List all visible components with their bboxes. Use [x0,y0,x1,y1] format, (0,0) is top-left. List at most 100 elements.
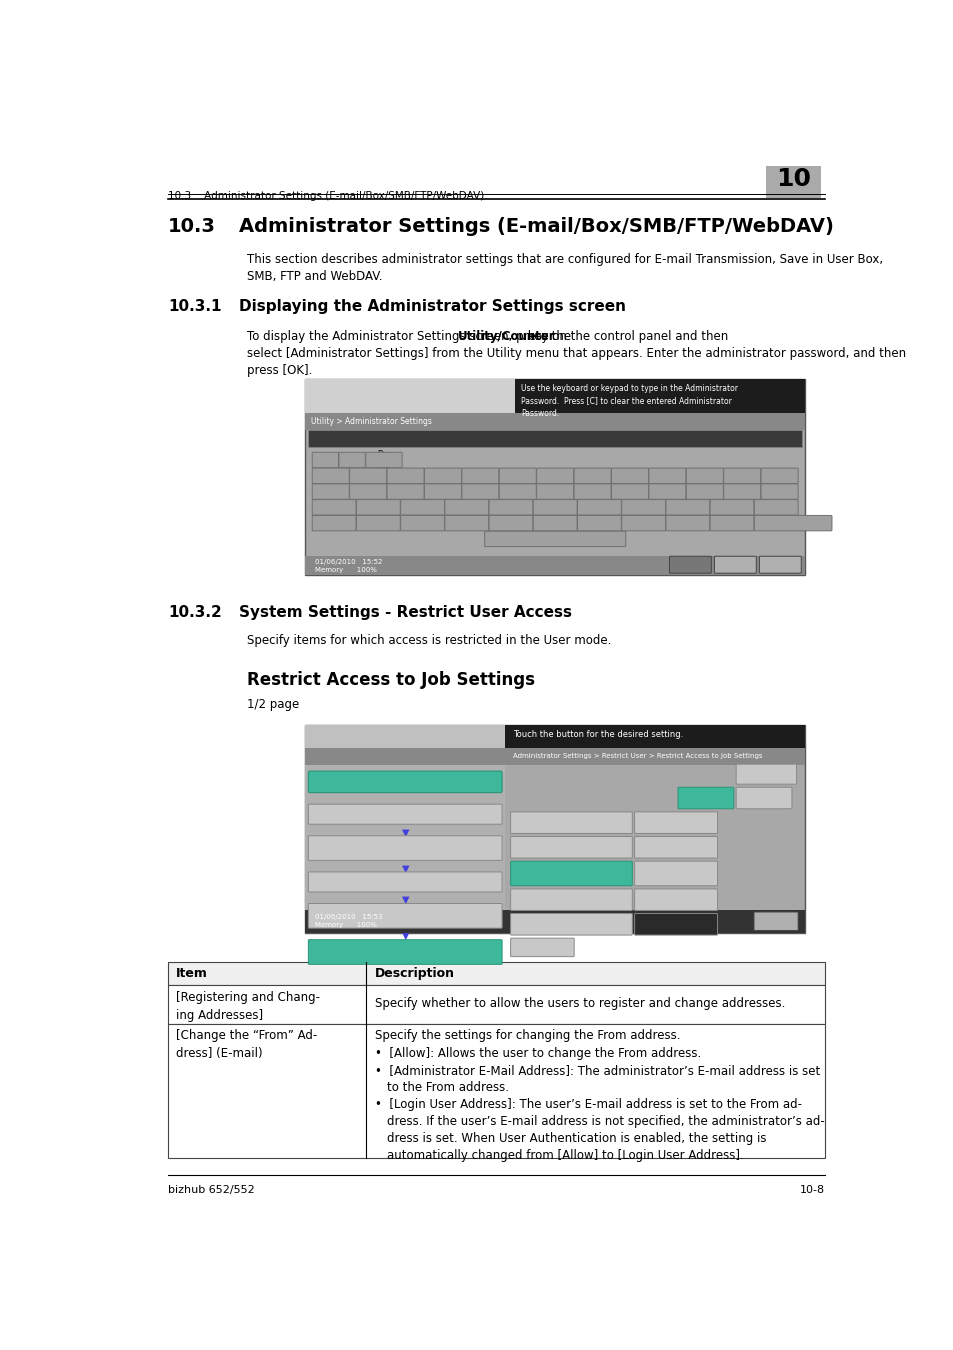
Text: to the From address.: to the From address. [386,1081,508,1095]
Text: Cancel: Cancel [722,562,746,568]
FancyBboxPatch shape [484,531,625,547]
Text: -: - [778,472,781,479]
Bar [305,910,804,933]
FancyBboxPatch shape [634,914,717,936]
FancyBboxPatch shape [510,888,632,910]
FancyBboxPatch shape [648,468,685,483]
Text: 1/2 page: 1/2 page [247,698,299,711]
Text: [: [ [702,489,705,495]
Text: key on the control panel and then: key on the control panel and then [523,329,727,343]
Text: x: x [375,520,380,526]
FancyBboxPatch shape [424,483,461,499]
Text: Job Setting: Job Setting [742,769,788,779]
Text: ]: ] [740,489,742,495]
Text: c: c [420,520,424,526]
Text: Specify whether to allow the users to register and change addresses.: Specify whether to allow the users to re… [375,998,784,1010]
FancyBboxPatch shape [665,500,709,516]
Text: 2: 2 [366,472,370,479]
FancyBboxPatch shape [669,556,711,574]
Text: To display the Administrator Settings screen, press the: To display the Administrator Settings sc… [247,329,575,343]
FancyBboxPatch shape [312,452,338,467]
Text: Allow: Allow [665,869,685,878]
Text: Restrict: Restrict [746,794,781,802]
FancyBboxPatch shape [510,811,632,833]
FancyBboxPatch shape [621,516,665,531]
Text: t: t [478,489,481,494]
Text: z: z [332,520,335,526]
Text: ▼: ▼ [401,895,409,905]
Text: j: j [598,505,599,510]
Bar [305,748,804,765]
FancyBboxPatch shape [611,483,648,499]
FancyBboxPatch shape [753,913,798,930]
Bar [305,725,505,748]
FancyBboxPatch shape [400,516,444,531]
Text: Enlarge
ON: Enlarge ON [677,558,703,571]
Text: r: r [441,489,444,494]
Text: ,: , [641,520,644,526]
Text: Change the "From" Address: Change the "From" Address [518,919,623,929]
FancyBboxPatch shape [754,500,798,516]
Text: [Registering and Chang-
ing Addresses]: [Registering and Chang- ing Addresses] [175,991,319,1022]
FancyBboxPatch shape [709,500,753,516]
Text: ': ' [775,505,777,510]
FancyBboxPatch shape [648,483,685,499]
FancyBboxPatch shape [400,500,444,516]
Text: 10: 10 [775,167,810,192]
Text: ;: ; [730,505,733,510]
Text: OK: OK [768,917,782,926]
Text: dress is set. When User Authentication is enabled, the setting is: dress is set. When User Authentication i… [386,1133,765,1145]
Text: •  [Login User Address]: The user’s E-mail address is set to the From ad-: • [Login User Address]: The user’s E-mai… [375,1099,801,1111]
Text: 10.3: 10.3 [168,217,215,236]
Text: Item: Item [175,968,208,980]
Bar [168,963,823,986]
FancyBboxPatch shape [723,468,760,483]
Text: w: w [365,489,371,494]
Text: 0: 0 [664,472,669,479]
Text: Changing Zoom Ratio: Changing Zoom Ratio [529,895,613,905]
Text: 8: 8 [590,472,595,479]
Text: dress. If the user’s E-mail address is not specified, the administrator’s ad-: dress. If the user’s E-mail address is n… [386,1115,823,1129]
Text: 01/06/2010   15:52
Memory      100%: 01/06/2010 15:52 Memory 100% [314,559,381,574]
Text: System Settings - Restrict User Access: System Settings - Restrict User Access [239,605,572,620]
Text: p: p [664,489,669,494]
FancyBboxPatch shape [537,483,573,499]
Bar [305,556,804,575]
Bar [308,429,801,447]
Text: OK: OK [775,562,784,568]
Text: g: g [508,505,513,510]
FancyBboxPatch shape [760,468,798,483]
FancyBboxPatch shape [489,500,533,516]
Text: a: a [332,505,335,510]
Text: Restrict Access
to Job Settings: Restrict Access to Job Settings [375,942,434,961]
Text: 7: 7 [553,472,557,479]
FancyBboxPatch shape [308,771,501,792]
FancyBboxPatch shape [634,811,717,833]
Text: 9: 9 [627,472,632,479]
Text: Changing Job Priority: Changing Job Priority [531,818,611,828]
Text: q: q [328,489,333,494]
Text: -: - [702,472,705,479]
FancyBboxPatch shape [461,483,498,499]
Text: 6: 6 [515,472,519,479]
Bar [305,379,515,413]
Text: y: y [516,489,519,494]
Text: Restrict Access to Job Settings: Restrict Access to Job Settings [247,671,535,689]
Text: u: u [553,489,557,494]
Text: Administrator
Settings: Administrator Settings [378,838,431,857]
FancyBboxPatch shape [574,468,611,483]
Text: o: o [627,489,632,494]
Text: Utility/Counter: Utility/Counter [457,329,555,343]
FancyBboxPatch shape [759,556,801,574]
FancyBboxPatch shape [312,500,355,516]
FancyBboxPatch shape [678,787,733,809]
Text: m: m [596,520,602,526]
FancyBboxPatch shape [537,468,573,483]
Text: System Settings: System Settings [374,878,436,887]
FancyBboxPatch shape [387,468,424,483]
Text: SMB, FTP and WebDAV.: SMB, FTP and WebDAV. [247,270,382,282]
FancyBboxPatch shape [365,452,402,467]
Text: 4: 4 [440,472,445,479]
Bar [305,413,804,429]
Text: Allow: Allow [665,818,685,828]
